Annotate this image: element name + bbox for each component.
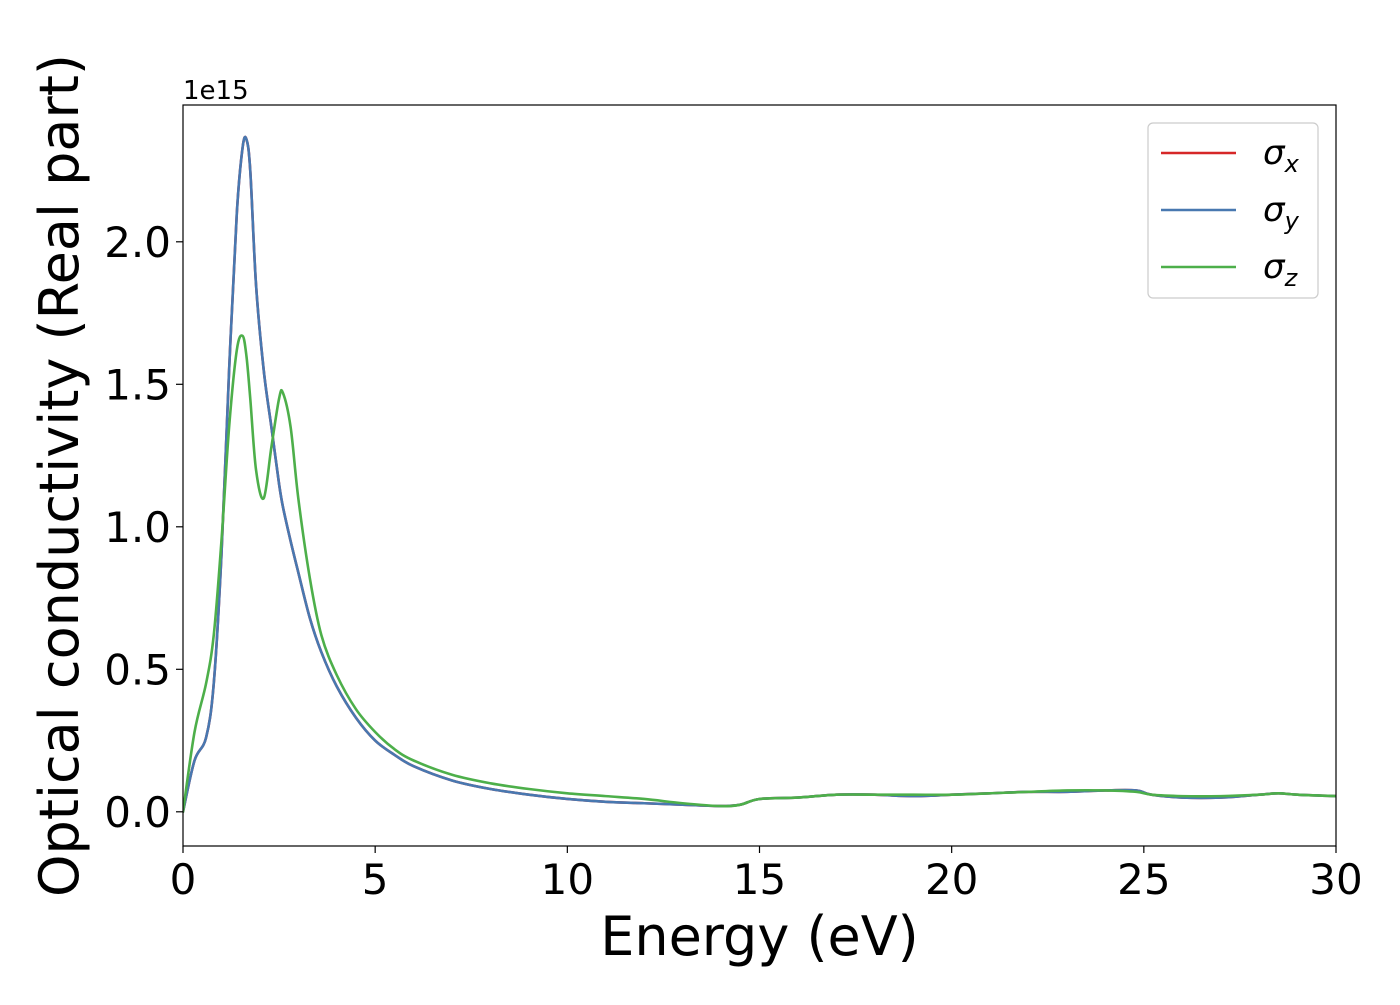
x-tick-label: 15 bbox=[733, 855, 786, 904]
y-tick-label: 0.5 bbox=[104, 645, 171, 694]
series-lines bbox=[183, 135, 1336, 814]
y-axis-ticks: 0.0 0.5 1.0 1.5 2.0 bbox=[104, 218, 183, 837]
legend-label-z: σz bbox=[1263, 247, 1299, 292]
series-line-z bbox=[183, 334, 1336, 814]
x-tick-label: 5 bbox=[362, 855, 389, 904]
x-axis-label: Energy (eV) bbox=[600, 905, 919, 968]
legend-label-x: σx bbox=[1263, 133, 1300, 178]
y-offset-text: 1e15 bbox=[183, 76, 249, 106]
x-tick-label: 0 bbox=[170, 855, 197, 904]
x-tick-label: 25 bbox=[1117, 855, 1170, 904]
x-axis-ticks: 0 5 10 15 20 25 30 bbox=[170, 846, 1363, 904]
y-tick-label: 1.5 bbox=[104, 360, 171, 409]
legend: σx σy σz bbox=[1147, 122, 1319, 299]
y-tick-label: 0.0 bbox=[104, 788, 171, 837]
x-tick-label: 20 bbox=[925, 855, 978, 904]
y-tick-label: 1.0 bbox=[104, 503, 171, 552]
legend-label-y: σy bbox=[1263, 190, 1300, 235]
x-tick-label: 30 bbox=[1309, 855, 1362, 904]
y-tick-label: 2.0 bbox=[104, 218, 171, 267]
x-tick-label: 10 bbox=[541, 855, 594, 904]
y-axis-label: Optical conductivity (Real part) bbox=[28, 54, 91, 897]
